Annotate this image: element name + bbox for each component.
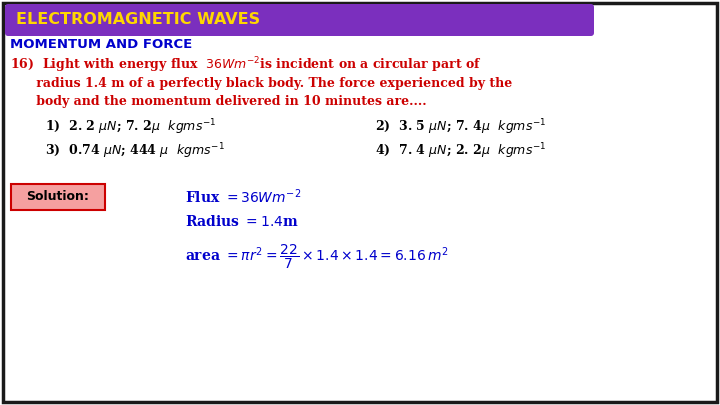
Text: MOMENTUM AND FORCE: MOMENTUM AND FORCE bbox=[10, 38, 192, 51]
Text: radius 1.4 m of a perfectly black body. The force experienced by the: radius 1.4 m of a perfectly black body. … bbox=[10, 77, 512, 90]
Text: 1)  2. 2 $\mu N$; 7. 2$\mu$  $kgms^{-1}$: 1) 2. 2 $\mu N$; 7. 2$\mu$ $kgms^{-1}$ bbox=[45, 117, 216, 137]
FancyBboxPatch shape bbox=[3, 3, 717, 402]
Text: Radius $=1.4$m: Radius $=1.4$m bbox=[185, 215, 299, 230]
Text: 2)  3. 5 $\mu N$; 7. 4$\mu$  $kgms^{-1}$: 2) 3. 5 $\mu N$; 7. 4$\mu$ $kgms^{-1}$ bbox=[375, 117, 546, 137]
FancyBboxPatch shape bbox=[5, 4, 594, 36]
Text: 16)  Light with energy flux  $36Wm^{-2}$is incident on a circular part of: 16) Light with energy flux $36Wm^{-2}$is… bbox=[10, 55, 482, 75]
FancyBboxPatch shape bbox=[11, 184, 105, 210]
Text: Solution:: Solution: bbox=[27, 190, 89, 203]
Text: area $=\pi r^{2} = \dfrac{22}{7} \times 1.4 \times 1.4 = 6.16\,m^{2}$: area $=\pi r^{2} = \dfrac{22}{7} \times … bbox=[185, 243, 449, 271]
Text: Flux $=36Wm^{-2}$: Flux $=36Wm^{-2}$ bbox=[185, 188, 301, 206]
Text: 4)  7. 4 $\mu N$; 2. 2$\mu$  $kgms^{-1}$: 4) 7. 4 $\mu N$; 2. 2$\mu$ $kgms^{-1}$ bbox=[375, 141, 546, 161]
Text: body and the momentum delivered in 10 minutes are....: body and the momentum delivered in 10 mi… bbox=[10, 94, 427, 107]
Text: ELECTROMAGNETIC WAVES: ELECTROMAGNETIC WAVES bbox=[16, 13, 260, 28]
Text: 3)  0.74 $\mu N$; 444 $\mu$  $kgms^{-1}$: 3) 0.74 $\mu N$; 444 $\mu$ $kgms^{-1}$ bbox=[45, 141, 225, 161]
